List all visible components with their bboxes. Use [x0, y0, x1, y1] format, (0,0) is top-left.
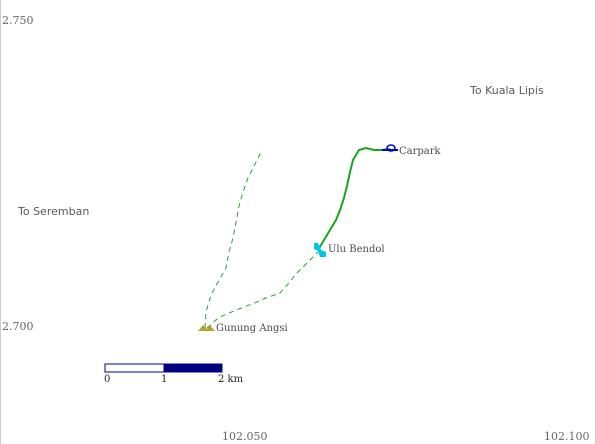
place-label-carpark: Carpark — [399, 146, 442, 157]
trail-dashed-north-branch — [204, 149, 263, 329]
scale-bar: 0 1 2 km — [104, 363, 244, 385]
scale-bar-segment-light — [104, 363, 165, 373]
scale-label-2km: 2 km — [218, 374, 244, 385]
car-icon — [382, 144, 398, 152]
longitude-label-left: 102.050 — [222, 430, 268, 443]
place-label-waterfall: Ulu Bendol — [328, 244, 385, 255]
trail-solid-waterfall-to-carpark — [317, 146, 391, 251]
scale-label-0: 0 — [104, 374, 110, 385]
direction-label-kuala-lipis: To Kuala Lipis — [469, 84, 544, 97]
waterfall-icon — [314, 243, 326, 257]
latitude-label-mid: 2.700 — [2, 320, 34, 333]
trail-dashed-summit-to-waterfall — [206, 251, 319, 329]
direction-label-seremban: To Seremban — [17, 205, 89, 218]
latitude-label-top: 2.750 — [2, 14, 34, 27]
scale-label-1: 1 — [161, 374, 167, 385]
longitude-label-right: 102.100 — [544, 430, 590, 443]
mountain-icon — [198, 325, 215, 331]
scale-bar-segment-dark — [163, 363, 223, 373]
place-label-summit: Gunung Angsi — [216, 323, 288, 334]
